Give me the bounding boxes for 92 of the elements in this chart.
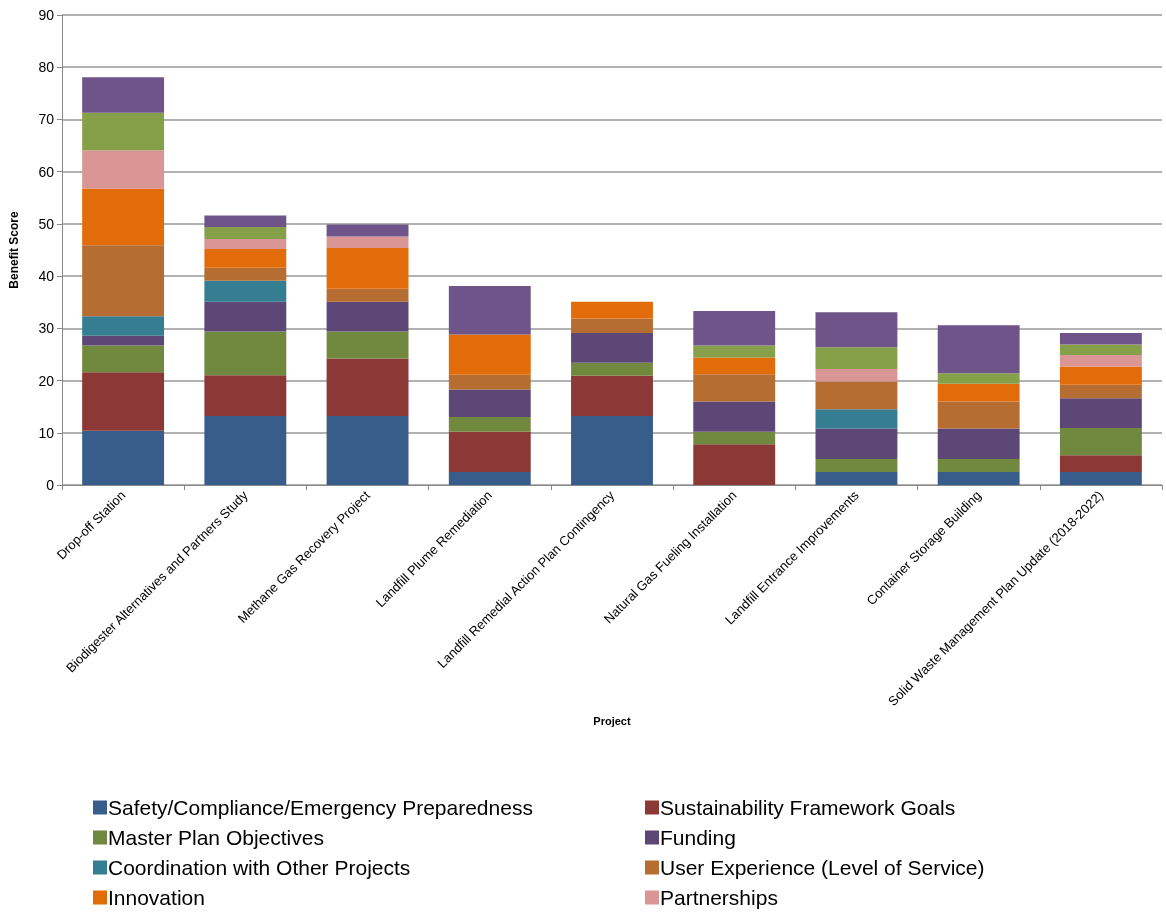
bar xyxy=(204,416,287,485)
bar xyxy=(326,288,409,302)
bar xyxy=(82,372,165,431)
bar xyxy=(448,374,531,390)
bar xyxy=(326,416,409,485)
bar xyxy=(204,239,287,249)
bar xyxy=(448,286,531,335)
y-axis-title: Benefit Score xyxy=(7,211,21,289)
bar xyxy=(204,331,287,376)
bar xyxy=(1059,428,1142,456)
y-tick-label: 10 xyxy=(38,424,55,441)
bar xyxy=(571,318,653,334)
bar xyxy=(815,381,898,410)
bar xyxy=(937,401,1020,429)
bar xyxy=(1059,384,1142,399)
bar xyxy=(693,401,776,432)
bar xyxy=(937,383,1020,402)
y-tick-label: 20 xyxy=(38,372,55,389)
bar xyxy=(204,301,287,332)
bar xyxy=(1059,344,1142,355)
bar xyxy=(204,248,287,268)
bar xyxy=(693,431,776,445)
bar xyxy=(571,362,653,376)
bar xyxy=(815,409,898,429)
bar xyxy=(82,188,165,246)
bar xyxy=(571,416,653,485)
bar xyxy=(1059,398,1142,429)
bar xyxy=(693,345,776,358)
legend-label: Coordination with Other Projects xyxy=(108,856,411,879)
bar xyxy=(82,316,165,336)
bar xyxy=(937,458,1020,472)
legend-label: Master Plan Objectives xyxy=(108,826,324,849)
bar xyxy=(571,333,653,363)
bar xyxy=(815,428,898,459)
bar xyxy=(204,215,287,228)
y-tick-label: 80 xyxy=(38,59,55,76)
bar xyxy=(82,112,165,151)
bar xyxy=(815,369,898,382)
bar xyxy=(815,471,898,485)
y-tick-label: 40 xyxy=(38,268,55,285)
bar xyxy=(204,375,287,417)
bar xyxy=(693,357,776,375)
bar xyxy=(571,375,653,417)
bar xyxy=(448,471,531,485)
bar xyxy=(82,77,165,113)
bar xyxy=(1059,333,1142,345)
bar xyxy=(448,389,531,418)
bar xyxy=(326,358,409,417)
legend-label: Funding xyxy=(660,826,736,849)
y-tick-label: 60 xyxy=(38,163,55,180)
bar xyxy=(448,431,531,472)
legend-label: Innovation xyxy=(108,886,205,909)
y-tick-label: 30 xyxy=(38,320,55,337)
bar xyxy=(204,267,287,281)
bar xyxy=(937,428,1020,459)
bar xyxy=(326,301,409,332)
bar xyxy=(448,334,531,375)
bar xyxy=(326,331,409,359)
bar xyxy=(204,280,287,302)
bar xyxy=(1059,471,1142,485)
bar xyxy=(815,347,898,370)
bar xyxy=(1059,455,1142,472)
y-tick-label: 70 xyxy=(38,111,55,128)
bar xyxy=(204,227,287,240)
bar xyxy=(815,458,898,472)
bar xyxy=(326,224,409,237)
legend-label: Sustainability Framework Goals xyxy=(660,796,956,819)
bar xyxy=(693,444,776,485)
bar xyxy=(571,301,653,319)
bar xyxy=(815,312,898,348)
legend-label: Safety/Compliance/Emergency Preparedness xyxy=(108,796,533,819)
y-tick-label: 0 xyxy=(46,477,55,493)
bar xyxy=(937,325,1020,374)
bar xyxy=(937,471,1020,485)
bar xyxy=(693,311,776,346)
bar xyxy=(937,373,1020,384)
bar xyxy=(82,335,165,346)
bar xyxy=(448,417,531,432)
bar xyxy=(82,345,165,373)
bar xyxy=(82,245,165,317)
bar xyxy=(693,374,776,402)
legend-label: Partnerships xyxy=(660,886,778,909)
bar xyxy=(82,150,165,189)
bar xyxy=(326,236,409,248)
bar xyxy=(82,430,165,485)
bar xyxy=(1059,354,1142,367)
x-axis-title: Project xyxy=(593,714,631,727)
bar xyxy=(1059,366,1142,385)
legend-label: User Experience (Level of Service) xyxy=(660,856,985,879)
y-tick-label: 90 xyxy=(38,7,55,23)
bar xyxy=(326,247,409,289)
y-tick-label: 50 xyxy=(38,215,55,232)
